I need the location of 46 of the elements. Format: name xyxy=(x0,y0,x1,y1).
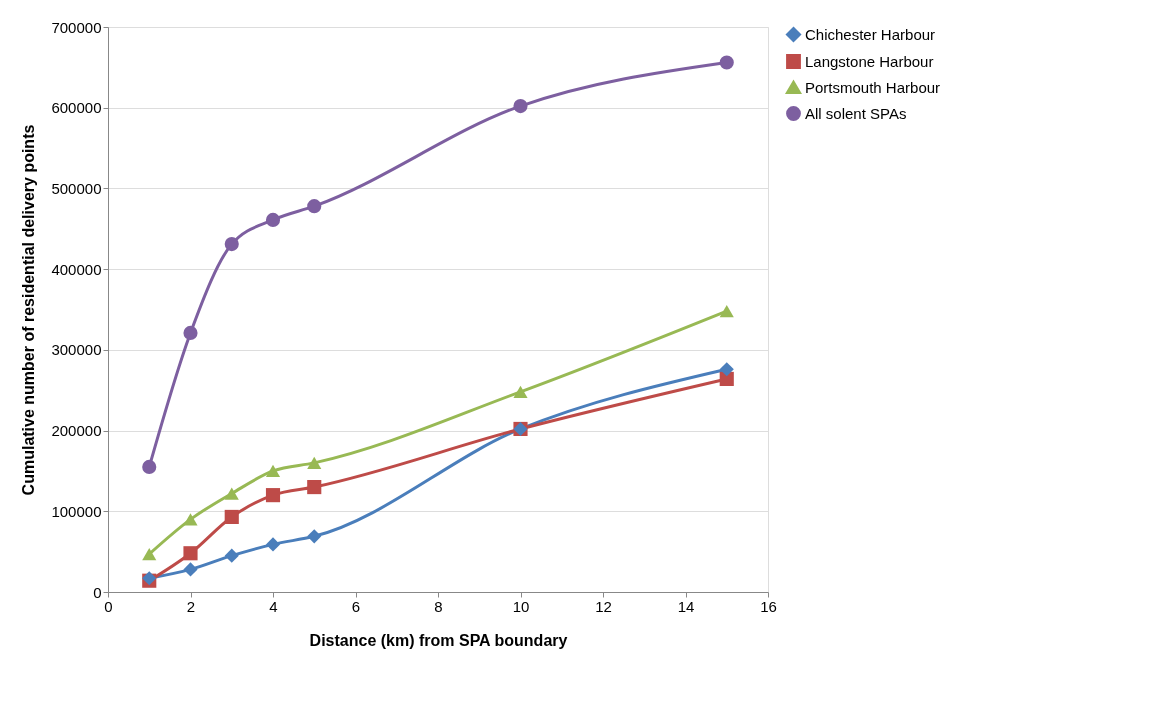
y-tick-label: 600000 xyxy=(51,99,102,117)
point xyxy=(183,546,198,561)
x-tick-label: 10 xyxy=(512,597,530,615)
y-tick-label: 400000 xyxy=(51,260,102,278)
x-tick-label: 8 xyxy=(434,597,443,615)
point xyxy=(265,212,281,227)
point xyxy=(513,99,528,114)
x-tick-label: 6 xyxy=(351,597,361,615)
legend-label: All solent SPAs xyxy=(805,104,907,122)
point xyxy=(265,537,281,552)
x-tick-label: 14 xyxy=(677,597,695,615)
y-axis-title: Cumulative number of residential delivery points xyxy=(20,124,38,496)
x-tick-label: 0 xyxy=(104,597,113,615)
x-tick-label: 2 xyxy=(186,597,196,615)
x-tick-label: 12 xyxy=(595,597,612,615)
point xyxy=(307,456,322,469)
y-tick-label: 300000 xyxy=(51,341,102,359)
point xyxy=(719,304,734,318)
point xyxy=(265,464,281,478)
point xyxy=(224,237,239,252)
point xyxy=(224,487,239,500)
point xyxy=(307,480,322,495)
point xyxy=(719,55,734,70)
y-tick-label: 0 xyxy=(93,583,102,601)
point xyxy=(183,562,198,577)
x-tick-label: 16 xyxy=(760,597,777,615)
point xyxy=(307,529,322,544)
y-tick-label: 100000 xyxy=(51,502,102,520)
point xyxy=(719,362,734,377)
point xyxy=(224,548,239,563)
point xyxy=(183,325,198,340)
point xyxy=(183,513,198,526)
legend-label: Portsmouth Harbour xyxy=(805,78,941,96)
y-tick-label: 200000 xyxy=(51,422,102,440)
y-tick-label: 700000 xyxy=(51,18,102,36)
point xyxy=(265,488,281,503)
legend-label: Chichester Harbour xyxy=(805,25,936,43)
x-axis-title: Distance (km) from SPA boundary xyxy=(309,631,568,649)
point xyxy=(224,509,239,525)
point xyxy=(142,547,157,561)
x-tick-label: 4 xyxy=(269,597,278,615)
point xyxy=(513,385,528,398)
y-tick-label: 500000 xyxy=(51,179,102,197)
legend-label: Langstone Harbour xyxy=(805,52,934,70)
point xyxy=(142,459,157,474)
point xyxy=(307,199,322,214)
